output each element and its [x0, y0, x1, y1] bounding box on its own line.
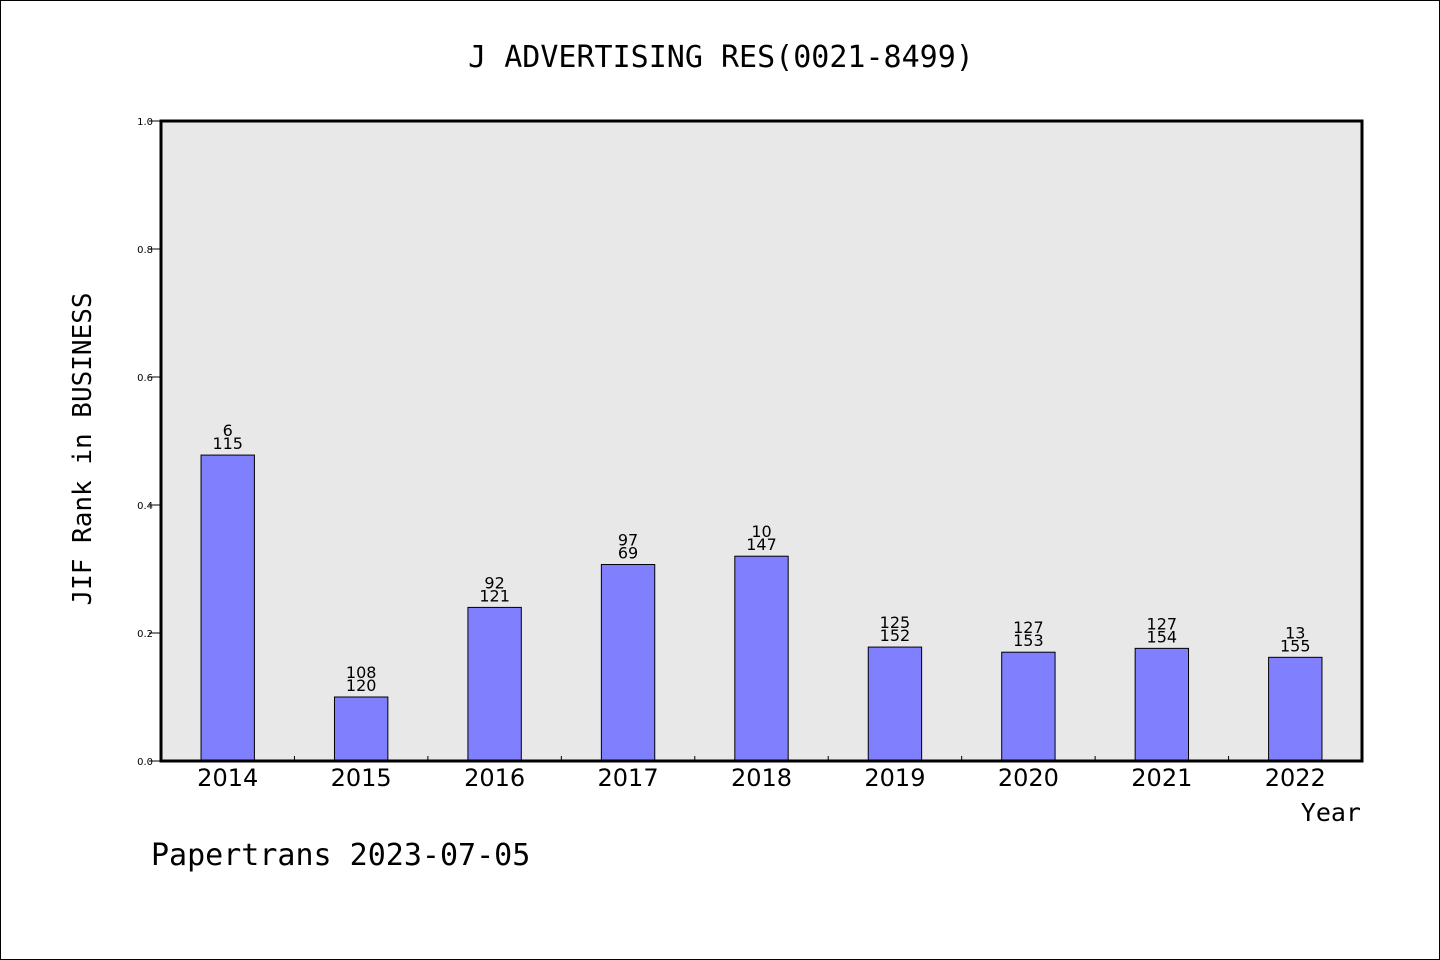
y-tick-label: 1.0: [137, 117, 153, 128]
x-tick-label: 2018: [731, 764, 792, 792]
bar-label-top: 13: [1285, 623, 1305, 642]
bar-label-bottom: 69: [618, 544, 638, 563]
bar-2018: [734, 555, 789, 762]
bar-label-bottom: 147: [746, 535, 777, 554]
x-tick-label: 2021: [1131, 764, 1192, 792]
bar-2019: [867, 646, 923, 762]
bar-series: [200, 454, 1323, 762]
y-tick-label: 0.6: [137, 373, 153, 384]
x-tick-label: 2020: [998, 764, 1059, 792]
bar-label-top: 127: [1147, 614, 1178, 633]
x-tick-label: 2016: [464, 764, 525, 792]
plot-frame: [159, 119, 1364, 763]
y-tick-label: 0.8: [137, 245, 153, 256]
bar-label-bottom: 121: [479, 586, 510, 605]
bar-label-bottom: 155: [1280, 636, 1311, 655]
bar-2020: [1001, 651, 1056, 762]
x-tick-label: 2017: [598, 764, 659, 792]
bar-label-bottom: 115: [212, 434, 243, 453]
bar-2022: [1268, 656, 1323, 762]
bar-label-top: 125: [880, 613, 911, 632]
chart-title: J ADVERTISING RES(0021-8499): [468, 40, 974, 75]
bar-label-top: 10: [751, 522, 771, 541]
x-axis-label: Year: [1301, 798, 1361, 827]
bar-label-top: 92: [484, 573, 504, 592]
bar-2015: [333, 696, 389, 762]
x-tick-label: 2022: [1265, 764, 1326, 792]
bar-label-bottom: 152: [880, 626, 911, 645]
footer-note: Papertrans 2023-07-05: [151, 838, 530, 873]
bar-2021: [1134, 647, 1190, 762]
bar-label-bottom: 120: [346, 676, 377, 695]
bar-2016: [467, 606, 522, 762]
bar-label-bottom: 153: [1013, 631, 1044, 650]
bar-label-top: 97: [618, 531, 638, 550]
y-tick-label: 0.0: [137, 757, 153, 768]
bar-label-top: 6: [223, 421, 233, 440]
x-tick-label: 2014: [197, 764, 258, 792]
x-axis-ticks: 2014 2015 2016 2017 2018 2019 2020 2021 2022: [197, 756, 1326, 792]
y-tick-label: 0.2: [137, 629, 153, 640]
bar-2017: [600, 564, 656, 762]
bar-label-top: 108: [346, 663, 377, 682]
y-axis-label: JIF Rank in BUSINESS: [68, 292, 98, 605]
bar-label-top: 127: [1013, 618, 1044, 637]
x-tick-label: 2015: [331, 764, 392, 792]
y-axis-ticks: 0.0 0.2 0.4 0.6 0.8 1.0: [137, 117, 161, 768]
bar-label-bottom: 154: [1147, 627, 1178, 646]
bar-2014: [200, 454, 255, 762]
y-tick-label: 0.4: [137, 501, 153, 512]
x-tick-label: 2019: [864, 764, 925, 792]
